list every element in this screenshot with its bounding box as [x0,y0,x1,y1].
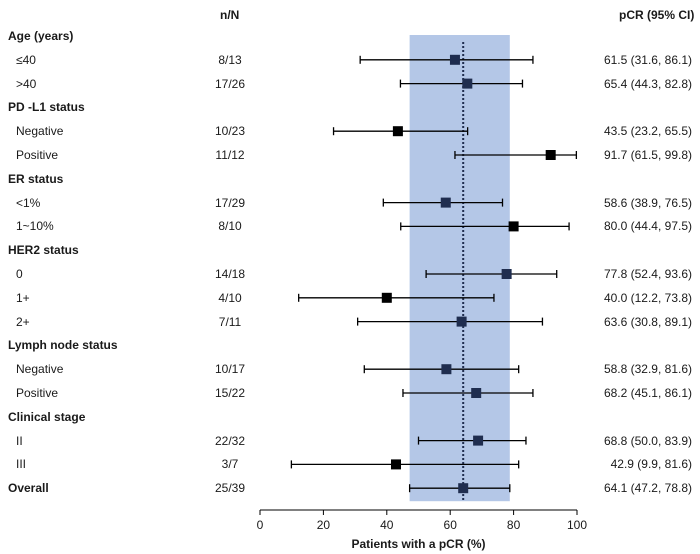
row-label: Negative [16,362,64,377]
reference-band [409,35,510,502]
n-value: 4/10 [218,290,242,305]
pcr-marker [456,316,467,327]
row-label: 1~10% [16,219,54,234]
pcr-marker [545,150,556,160]
pcr-marker [449,54,460,65]
row-label: >40 [16,76,37,91]
row-label: II [16,433,23,448]
ci-value: 80.0 (44.4, 97.5) [603,219,692,234]
ci-value: 68.8 (50.0, 83.9) [603,433,692,448]
pcr-marker [458,483,469,494]
row-label: ≤40 [16,52,36,67]
ci-value: 91.7 (61.5, 99.8) [603,148,692,162]
pcr-marker [390,459,401,470]
x-axis-label: Patients with a pCR (%) [351,537,485,551]
n-value: 8/13 [218,52,242,67]
row-label: <1% [16,195,41,210]
x-tick-label: 40 [380,518,394,532]
ci-value: 61.5 (31.6, 86.1) [603,52,692,67]
n-value: 7/11 [218,314,242,329]
header-pcr: pCR (95% CI) [619,8,695,22]
row-label: Negative [16,124,64,139]
ci-value: 77.8 (52.4, 93.6) [603,267,692,281]
ci-value: 68.2 (45.1, 86.1) [603,386,692,400]
pcr-marker [471,388,482,398]
x-tick-label: 80 [507,518,521,532]
pcr-marker [508,221,519,232]
pcr-marker [501,269,512,279]
n-value: 15/22 [214,386,246,400]
group-label: PD -L1 status [8,100,85,115]
x-tick-label: 0 [257,518,264,532]
n-value: 3/7 [221,457,239,472]
group-label: Age (years) [8,29,74,43]
pcr-marker [473,435,484,446]
ci-value: 65.4 (44.3, 82.8) [603,76,692,91]
row-label: Positive [16,148,59,162]
overall-label: Overall [8,481,49,496]
n-value: 22/32 [214,433,246,448]
n-value: 25/39 [214,481,246,496]
header-n: n/N [220,8,240,22]
n-value: 8/10 [218,219,242,234]
pcr-marker [392,126,403,137]
ci-value: 40.0 (12.2, 73.8) [603,290,692,305]
group-label: Lymph node status [8,338,118,353]
row-label: Positive [16,386,59,400]
x-tick-label: 20 [317,518,331,532]
n-value: 10/23 [214,124,246,139]
x-tick-label: 100 [567,518,587,532]
ci-value: 64.1 (47.2, 78.8) [603,481,692,496]
n-value: 14/18 [214,267,246,281]
group-label: Clinical stage [8,409,86,424]
n-value: 11/12 [215,148,245,162]
n-value: 17/26 [214,76,246,91]
row-label: 2+ [16,314,30,329]
row-label: 1+ [16,290,30,305]
ci-value: 58.8 (32.9, 81.6) [603,362,692,377]
ci-value: 42.9 (9.9, 81.6) [610,457,692,472]
pcr-marker [441,364,452,375]
x-tick-label: 60 [444,518,458,532]
group-label: HER2 status [8,243,79,258]
ci-value: 58.6 (38.9, 76.5) [603,195,692,210]
group-label: ER status [8,171,64,186]
ci-value: 43.5 (23.2, 65.5) [603,124,692,139]
pcr-marker [462,78,473,89]
row-label: III [16,457,27,472]
pcr-marker [381,292,392,303]
ci-value: 63.6 (30.8, 89.1) [603,314,692,329]
n-value: 10/17 [214,362,246,377]
n-value: 17/29 [214,195,246,210]
pcr-marker [440,197,451,208]
row-label: 0 [16,267,23,281]
